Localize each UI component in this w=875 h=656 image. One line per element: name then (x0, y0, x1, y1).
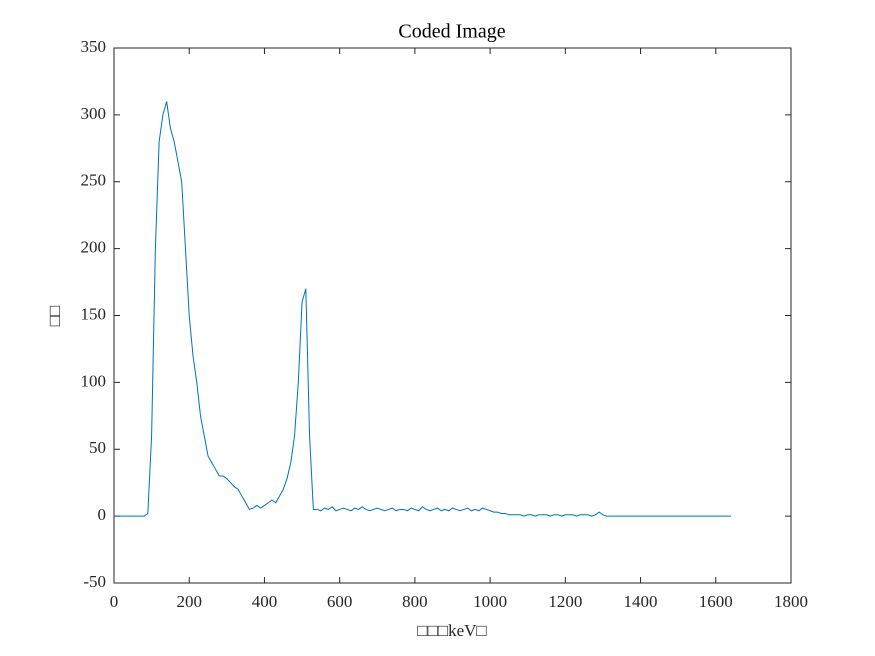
x-tick-label: 400 (252, 592, 278, 611)
y-tick-label: 200 (81, 238, 107, 257)
x-tick-label: 800 (402, 592, 428, 611)
chart-title: Coded Image (398, 21, 505, 43)
y-tick-label: 250 (81, 171, 107, 190)
y-tick-label: 350 (81, 37, 107, 56)
data-line (114, 101, 731, 517)
x-tick-label: 1800 (774, 592, 808, 611)
y-tick-label: 100 (81, 371, 107, 390)
y-tick-label: 0 (98, 505, 107, 524)
y-tick-label: 150 (81, 304, 107, 323)
x-tick-label: 1200 (548, 592, 582, 611)
y-tick-label: 50 (89, 438, 106, 457)
y-tick-label: -50 (83, 572, 106, 591)
x-tick-label: 0 (110, 592, 119, 611)
x-tick-label: 1400 (624, 592, 658, 611)
y-axis-label: □□ (45, 306, 64, 327)
x-tick-label: 1600 (699, 592, 733, 611)
x-tick-label: 1000 (473, 592, 507, 611)
x-tick-label: 600 (327, 592, 353, 611)
x-axis-label: □□□keV□ (417, 621, 486, 640)
y-tick-label: 300 (81, 104, 107, 123)
x-tick-label: 200 (176, 592, 202, 611)
